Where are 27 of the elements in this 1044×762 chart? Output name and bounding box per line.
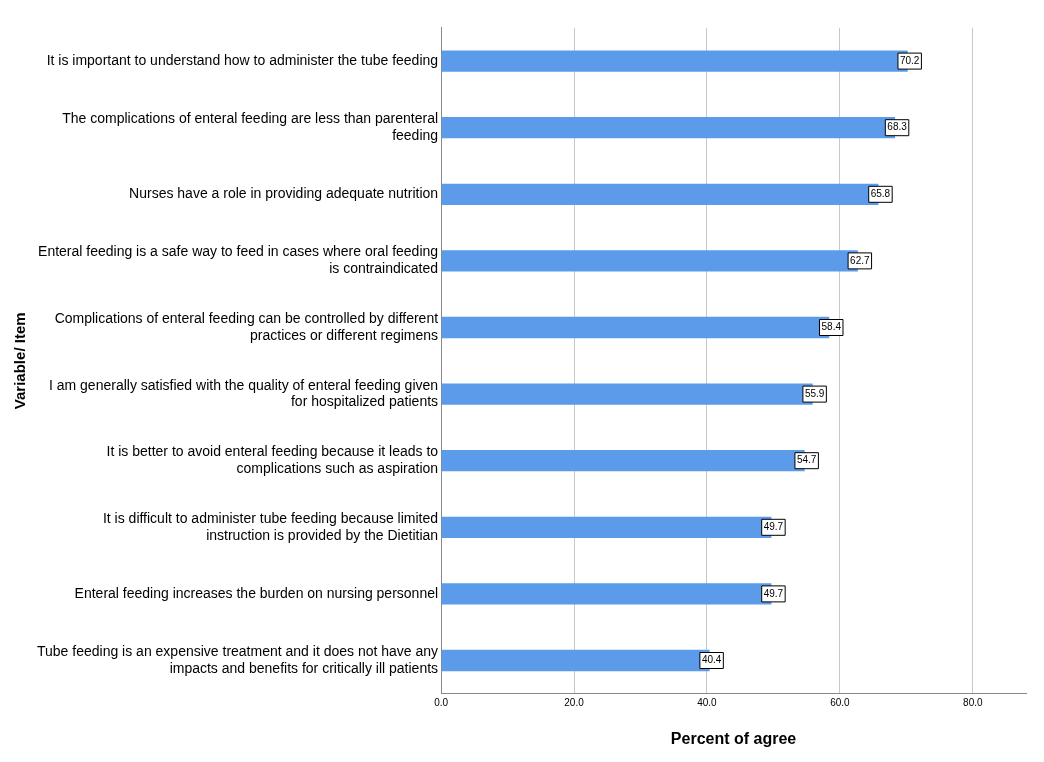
y-tick-label: Tube feeding is an expensive treatment and it does not have any impacts and benefits for critically ill patients <box>37 642 439 676</box>
data-label: 62.7 <box>850 254 870 266</box>
data-label: 68.3 <box>887 121 908 133</box>
data-label: 55.9 <box>804 387 825 399</box>
data-label: 70.2 <box>899 54 920 66</box>
data-label: 49.7 <box>763 587 784 599</box>
y-tick-label: It is better to avoid enteral feeding because it leads to complications such as aspiration <box>106 443 439 476</box>
y-axis-title: Variable/ Item <box>11 312 29 410</box>
y-tick-label: Enteral feeding increases the burden on nursing personnel <box>74 584 439 601</box>
y-tick-label: The complications of enteral feeding are less than parenteral feeding <box>62 110 439 143</box>
y-tick-label: Enteral feeding is a safe way to feed in cases where oral feeding is contraindicated <box>38 243 439 277</box>
x-tick-label: 0.0 <box>434 696 449 708</box>
x-tick-label: 20.0 <box>564 696 585 708</box>
x-tick-label: 60.0 <box>830 696 851 708</box>
x-tick-label: 40.0 <box>697 696 718 708</box>
y-tick-label: It is important to understand how to administer the tube feeding <box>46 51 439 68</box>
data-label: 40.4 <box>701 654 722 666</box>
data-label: 49.7 <box>763 521 784 533</box>
data-label: 54.7 <box>796 454 817 466</box>
y-tick-label: It is difficult to administer tube feeding because limited instruction is provided by the Dietitian <box>102 509 439 543</box>
y-tick-label: I am generally satisfied with the quality of enteral feeding given for hospitalized patients <box>48 376 439 410</box>
data-label: 58.4 <box>821 321 842 333</box>
y-tick-label: Complications of enteral feeding can be controlled by different practices or different regimens <box>54 309 439 343</box>
y-tick-label: Nurses have a role in providing adequate nutrition <box>129 185 439 202</box>
x-axis-title: Percent of agree <box>670 729 797 747</box>
x-tick-label: 80.0 <box>963 696 983 708</box>
data-label: 65.8 <box>870 188 891 200</box>
